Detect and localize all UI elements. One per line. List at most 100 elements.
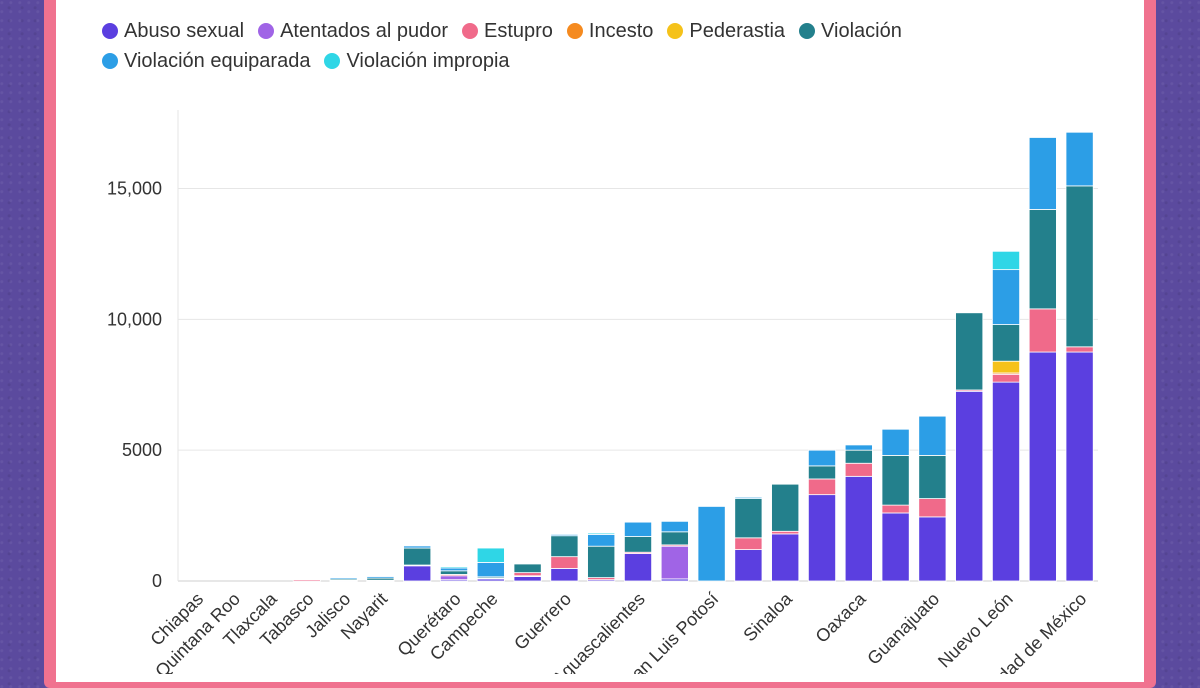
x-tick-label: Sinaloa [739,588,796,645]
bar-segment[interactable] [366,576,395,579]
legend-item[interactable]: Violación equiparada [102,48,310,74]
legend-swatch [566,23,583,39]
y-tick-label: 15,000 [107,179,162,199]
bar-segment[interactable] [1065,346,1094,353]
legend-item[interactable]: Abuso sexual [102,18,244,44]
legend-label: Atentados al pudor [280,19,448,42]
bar-segment[interactable] [991,381,1021,582]
y-tick-label: 0 [152,571,162,591]
bar-segment[interactable] [918,498,947,518]
legend-item[interactable]: Violación impropia [324,48,510,74]
bar-segment[interactable] [734,549,763,582]
bar-segment[interactable] [771,483,800,532]
bar-segment[interactable] [550,568,579,582]
legend-swatch [102,53,118,69]
bar-segment[interactable] [844,462,873,477]
bar-segment[interactable] [844,444,873,451]
bar-segment[interactable] [292,579,321,582]
legend-label: Pederastia [689,19,786,42]
bar-segment[interactable] [623,521,653,537]
bar-segment[interactable] [513,563,542,574]
bar-segment[interactable] [991,324,1021,362]
bar-segment[interactable] [660,545,689,580]
bar-segment[interactable] [439,575,469,581]
x-tick-label: Oaxaca [812,588,871,647]
bar-segment[interactable] [807,465,837,480]
bar-segment[interactable] [1028,137,1057,210]
bar-segment[interactable] [734,498,763,539]
bar-segment[interactable] [1028,308,1057,353]
bar-segment[interactable] [881,428,910,456]
bar-segment[interactable] [697,506,726,582]
bar-segment[interactable] [660,520,689,533]
bar-segment[interactable] [550,556,579,569]
bar-segment[interactable] [587,532,616,535]
bar-segment[interactable] [918,516,947,582]
bar-segment[interactable] [991,360,1021,374]
bar-segment[interactable] [476,547,505,563]
x-tick-label: Nuevo León [934,589,1017,672]
legend-item[interactable]: Estupro [461,18,553,44]
bar-segment[interactable] [771,533,800,582]
bar-segment[interactable] [587,545,616,579]
bar-segment[interactable] [660,531,689,546]
legend-item[interactable]: Pederastia [667,18,785,44]
chart-legend: Abuso sexual Atentados al pudor Estupro Inc… [102,18,1002,74]
bar-segment[interactable] [403,565,432,582]
bar-segment[interactable] [991,269,1021,325]
bar-segment[interactable] [1028,351,1057,582]
bar-segment[interactable] [1065,131,1094,187]
y-tick-label: 5000 [122,440,162,460]
bar-segment[interactable] [807,449,837,467]
legend-swatch [102,23,118,39]
bar-segment[interactable] [918,454,947,499]
bar-segment[interactable] [734,537,763,551]
bar-segment[interactable] [623,536,653,553]
bar-segment[interactable] [550,534,579,537]
legend-swatch [799,23,816,39]
bar-segment[interactable] [844,475,873,582]
bar-segment[interactable] [403,545,432,549]
legend-swatch [258,23,275,39]
legend-swatch [461,23,478,39]
bar-segment[interactable] [807,478,837,496]
legend-label: Incesto [588,19,654,42]
bar-segment[interactable] [881,454,910,506]
bar-segment[interactable] [1065,185,1094,348]
bar-segment[interactable] [476,562,505,578]
x-tick-label: Guerrero [510,589,575,654]
legend-label: Violación [821,19,902,42]
bar-segment[interactable] [329,577,358,580]
bar-segment[interactable] [807,494,837,582]
legend-swatch [667,23,684,39]
bar-segment[interactable] [918,415,947,456]
bar-segment[interactable] [439,570,469,575]
bar-segment[interactable] [513,572,542,577]
x-tick-label: Guanajuato [863,589,943,669]
bar-segment[interactable] [1028,209,1057,310]
legend-item[interactable]: Violación [799,18,902,44]
y-tick-label: 10,000 [107,309,162,329]
bar-segment[interactable] [550,535,579,558]
legend-label: Estupro [483,19,553,42]
bar-segment[interactable] [844,449,873,464]
bar-segment[interactable] [955,312,984,391]
legend-item[interactable]: Atentados al pudor [258,18,448,44]
legend-label: Abuso sexual [124,19,245,42]
bar-segment[interactable] [881,504,910,514]
bar-segment[interactable] [955,390,984,582]
bar-segment[interactable] [991,250,1021,271]
bar-segment[interactable] [881,512,910,582]
bar-segment[interactable] [513,575,542,582]
bar-segment[interactable] [734,496,763,499]
bar-segment[interactable] [587,534,616,547]
legend-swatch [324,53,341,69]
bar-segment[interactable] [623,553,653,582]
bar-segment[interactable] [439,567,469,572]
bar-segment[interactable] [991,373,1021,383]
bar-segment[interactable] [439,566,469,569]
legend-item[interactable]: Incesto [566,18,654,44]
bar-segment[interactable] [1065,351,1094,582]
bar-segment[interactable] [403,547,432,566]
